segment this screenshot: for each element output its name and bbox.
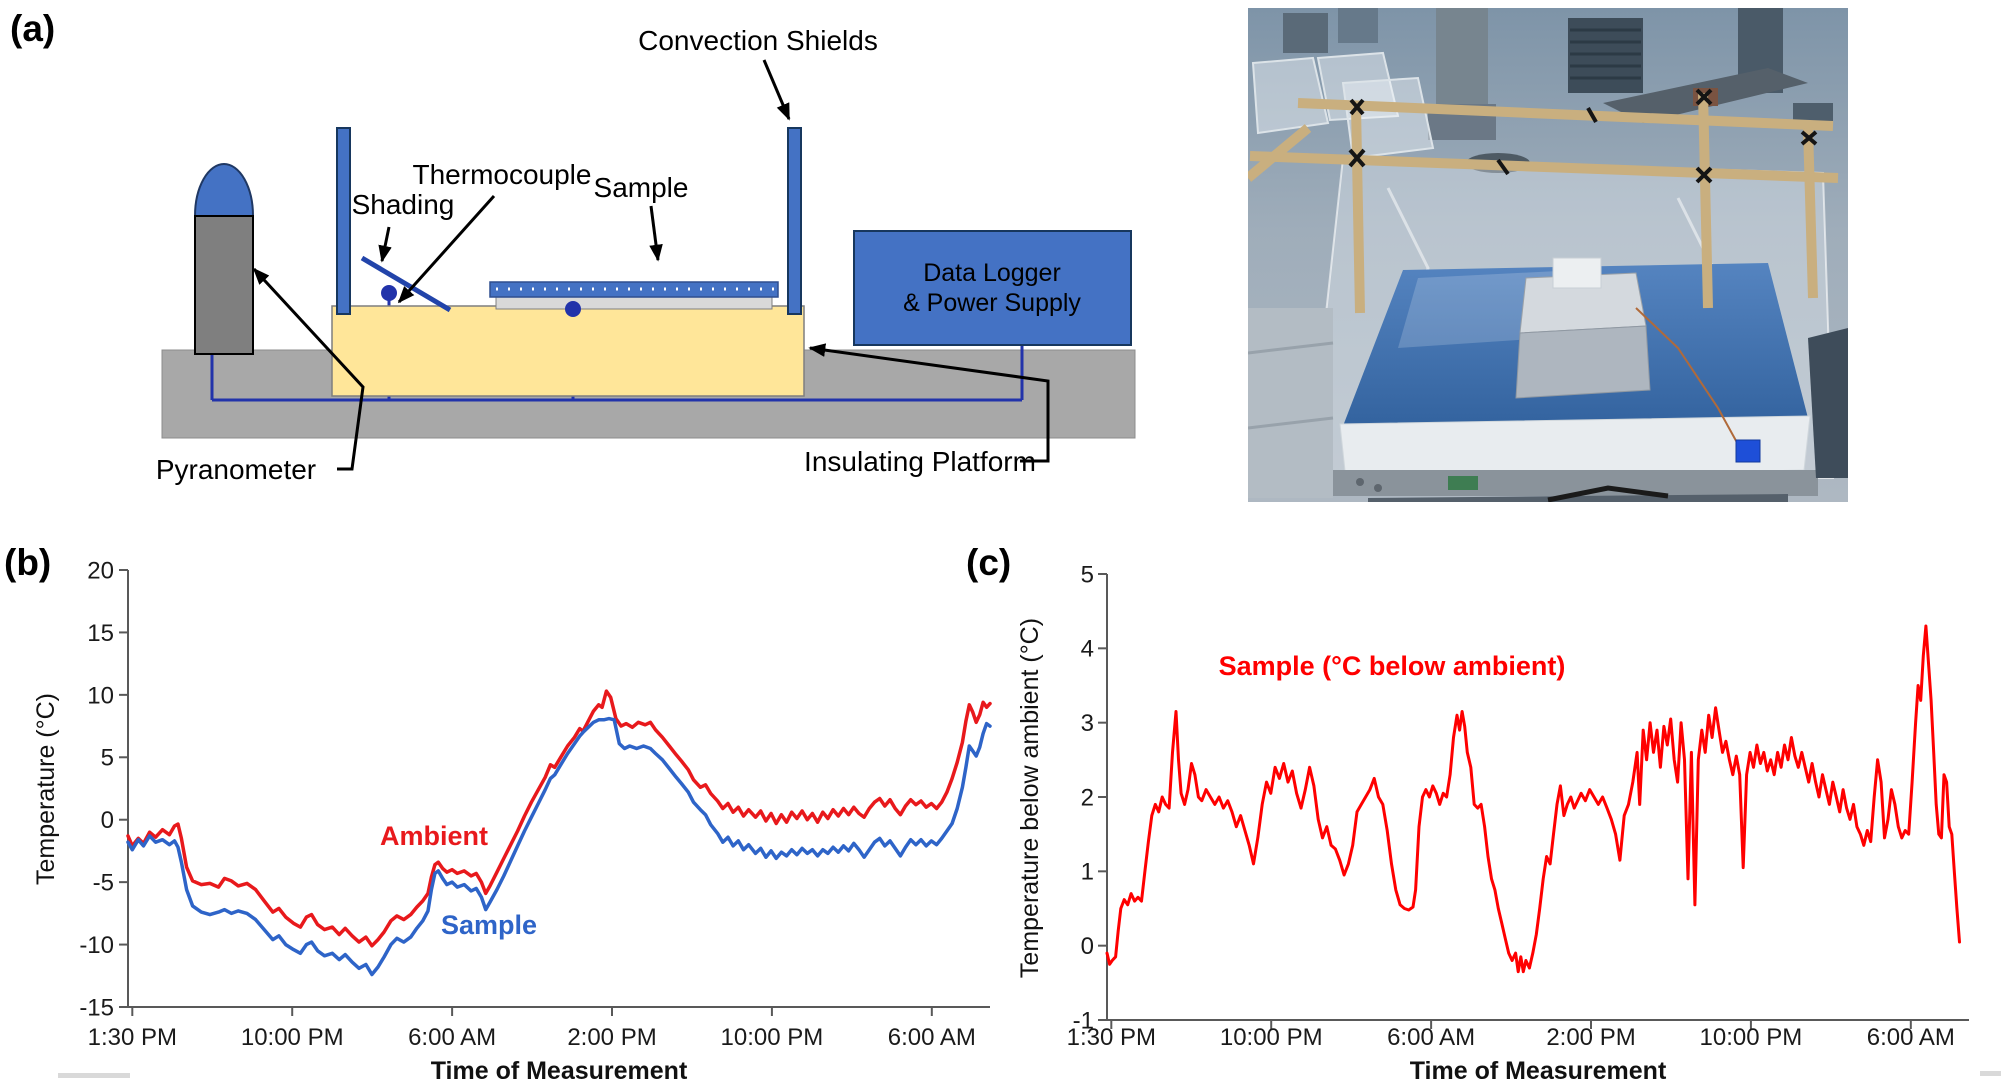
thermocouple-label: Thermocouple — [413, 159, 592, 190]
y-tick-label: -5 — [93, 870, 114, 897]
y-tick-label: 5 — [1081, 561, 1094, 588]
x-tick-label: 1:30 PM — [88, 1024, 177, 1051]
insulating-platform-arrow — [808, 343, 1050, 463]
panel-c-label: (c) — [966, 542, 1012, 583]
crop-artifact-right — [1980, 1071, 2001, 1076]
y-tick-label: 3 — [1081, 710, 1094, 737]
chart-temp-below-ambient-vs-time: 5 4 3 2 1 0 -11:30 PM 10:00 PM 6:00 AM 2:00 PM 10:… — [1016, 561, 1969, 1083]
setup-photo — [1248, 8, 1848, 502]
pyranometer-label: Pyranometer — [156, 454, 316, 485]
photo-wood-frame — [1248, 92, 1839, 314]
convection-shields-arrow — [762, 59, 791, 121]
x-tick-label: 6:00 AM — [408, 1024, 496, 1051]
y-tick-label: 0 — [1081, 933, 1094, 960]
x-tick-label: 10:00 PM — [1700, 1024, 1803, 1051]
sample-label: Sample — [594, 172, 689, 203]
y-tick-label: -1 — [1073, 1007, 1094, 1034]
x-tick-label: 6:00 AM — [1387, 1024, 1475, 1051]
pyranometer-dome — [193, 163, 255, 217]
x-tick-label: 10:00 PM — [1220, 1024, 1323, 1051]
pyranometer-arrow — [252, 267, 365, 471]
y-tick-label: -10 — [79, 932, 114, 959]
photo-right-object — [1808, 328, 1848, 478]
photo-blue-connector — [1735, 439, 1761, 463]
series-sample-below-ambient — [1105, 624, 1961, 974]
x-axis-title: Time of Measurement — [1410, 1057, 1667, 1083]
data-logger-label-line1: Data Logger — [923, 259, 1061, 287]
panel-b-label: (b) — [4, 542, 52, 583]
y-tick-label: 2 — [1081, 784, 1094, 811]
x-tick-label: 1:30 PM — [1067, 1024, 1156, 1051]
photo-cable — [1547, 485, 1669, 502]
shading-rod — [360, 255, 452, 313]
thermocouple-ball-left — [381, 285, 397, 301]
thermocouple-ball-center — [565, 301, 581, 317]
setup-schematic-diagram: Data Logger & Power Supply Convection Sh… — [156, 25, 1136, 485]
data-logger-box — [853, 230, 1132, 346]
photo-green-object — [1448, 476, 1478, 490]
y-tick-label: 4 — [1081, 636, 1094, 663]
photo-zip-ties — [1348, 88, 1818, 184]
x-tick-label: 6:00 AM — [888, 1024, 976, 1051]
insulating-platform-shape — [331, 305, 805, 397]
panel-a-label: (a) — [10, 8, 56, 49]
y-tick-label: 10 — [87, 682, 114, 709]
convection-shields-label: Convection Shields — [638, 25, 878, 56]
axes — [1098, 573, 1969, 1029]
pyranometer-body — [194, 215, 254, 355]
photo-foil-sample-front — [1515, 325, 1651, 399]
x-tick-label: 2:00 PM — [567, 1024, 656, 1051]
y-tick-label: 15 — [87, 620, 114, 647]
y-tick-label: -15 — [79, 994, 114, 1021]
series-inline-label: Ambient — [380, 821, 488, 851]
photo-left-blocks — [1248, 308, 1334, 498]
series-inline-label: Sample — [441, 910, 537, 940]
y-tick-label: 0 — [101, 807, 114, 834]
sample-layer — [489, 281, 779, 298]
convection-shield-right — [787, 127, 802, 315]
photo-thermocouple-wire — [1635, 307, 1741, 449]
data-logger-label-line2: & Power Supply — [903, 289, 1081, 317]
photo-metal-frame — [1328, 470, 1818, 496]
y-tick-label: 1 — [1081, 859, 1094, 886]
thermocouple-arrow — [397, 194, 496, 304]
pyranometer-symbol — [193, 163, 255, 355]
x-axis-title: Time of Measurement — [431, 1057, 688, 1083]
insulating-platform-label: Insulating Platform — [804, 446, 1036, 477]
tick-labels: 20 15 10 5 0 -5 -10 -15 1:30 PM 10:00 PM 6:00 AM 2:… — [79, 557, 976, 1051]
x-tick-label: 10:00 PM — [721, 1024, 824, 1051]
tick-labels: 5 4 3 2 1 0 -11:30 PM 10:00 PM 6:00 AM 2:00 PM 10:… — [1067, 561, 1955, 1051]
series-ambient — [126, 689, 992, 948]
y-axis-title: Temperature below ambient (°C) — [1016, 618, 1044, 978]
convection-shield-left — [336, 127, 351, 315]
y-tick-label: 20 — [87, 557, 114, 584]
x-tick-label: 6:00 AM — [1867, 1024, 1955, 1051]
axes — [119, 569, 990, 1016]
y-tick-label: 5 — [101, 745, 114, 772]
shading-label: Shading — [352, 189, 455, 220]
photo-platform — [1328, 257, 1818, 502]
y-axis-title: Temperature (°C) — [32, 693, 60, 885]
shading-arrow — [378, 226, 392, 263]
x-tick-label: 2:00 PM — [1546, 1024, 1635, 1051]
photo-white-tag — [1552, 257, 1602, 289]
crop-artifact-left — [58, 1073, 130, 1078]
callout-arrows — [252, 59, 1050, 471]
sample-arrow — [649, 205, 663, 262]
sample-substrate — [495, 295, 773, 310]
chart-temperature-vs-time: 20 15 10 5 0 -5 -10 -15 1:30 PM 10:00 PM 6:00 AM 2:… — [32, 557, 992, 1083]
series-inline-label: Sample (°C below ambient) — [1219, 651, 1566, 681]
series-sample — [126, 716, 992, 977]
x-tick-label: 10:00 PM — [241, 1024, 344, 1051]
